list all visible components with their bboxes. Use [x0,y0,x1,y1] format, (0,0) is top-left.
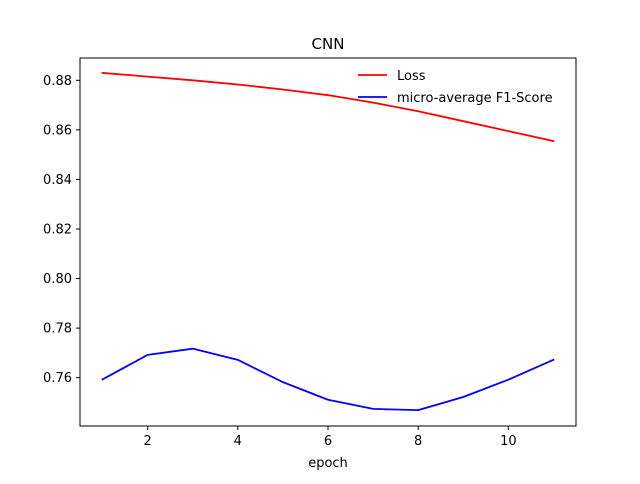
plot-area: 2 4 6 8 10 0.76 0.78 0.80 0.82 0.84 0.86 0.88 [43,57,577,449]
series-line-0 [101,71,555,143]
legend-label-f1-score: micro-average F1-Score [397,91,553,106]
legend: Loss micro-average F1-Score [358,69,553,106]
y-tick-label: 0.82 [43,222,72,237]
x-tick-label: 2 [143,434,151,449]
x-tick-label: 4 [234,434,242,449]
series-line-1 [101,347,555,412]
x-tick-label: 6 [324,434,332,449]
x-axis-label: epoch [308,456,348,471]
y-tick-label: 0.84 [43,173,72,188]
legend-label-loss: Loss [397,69,426,84]
x-tick-label: 10 [500,434,517,449]
y-tick-label: 0.86 [43,123,72,138]
y-tick-label: 0.78 [43,322,72,337]
chart-title: CNN [312,35,345,53]
y-tick-label: 0.76 [43,371,72,386]
y-tick-label: 0.80 [43,272,72,287]
y-tick-label: 0.88 [43,74,72,89]
x-tick-label: 8 [414,434,422,449]
